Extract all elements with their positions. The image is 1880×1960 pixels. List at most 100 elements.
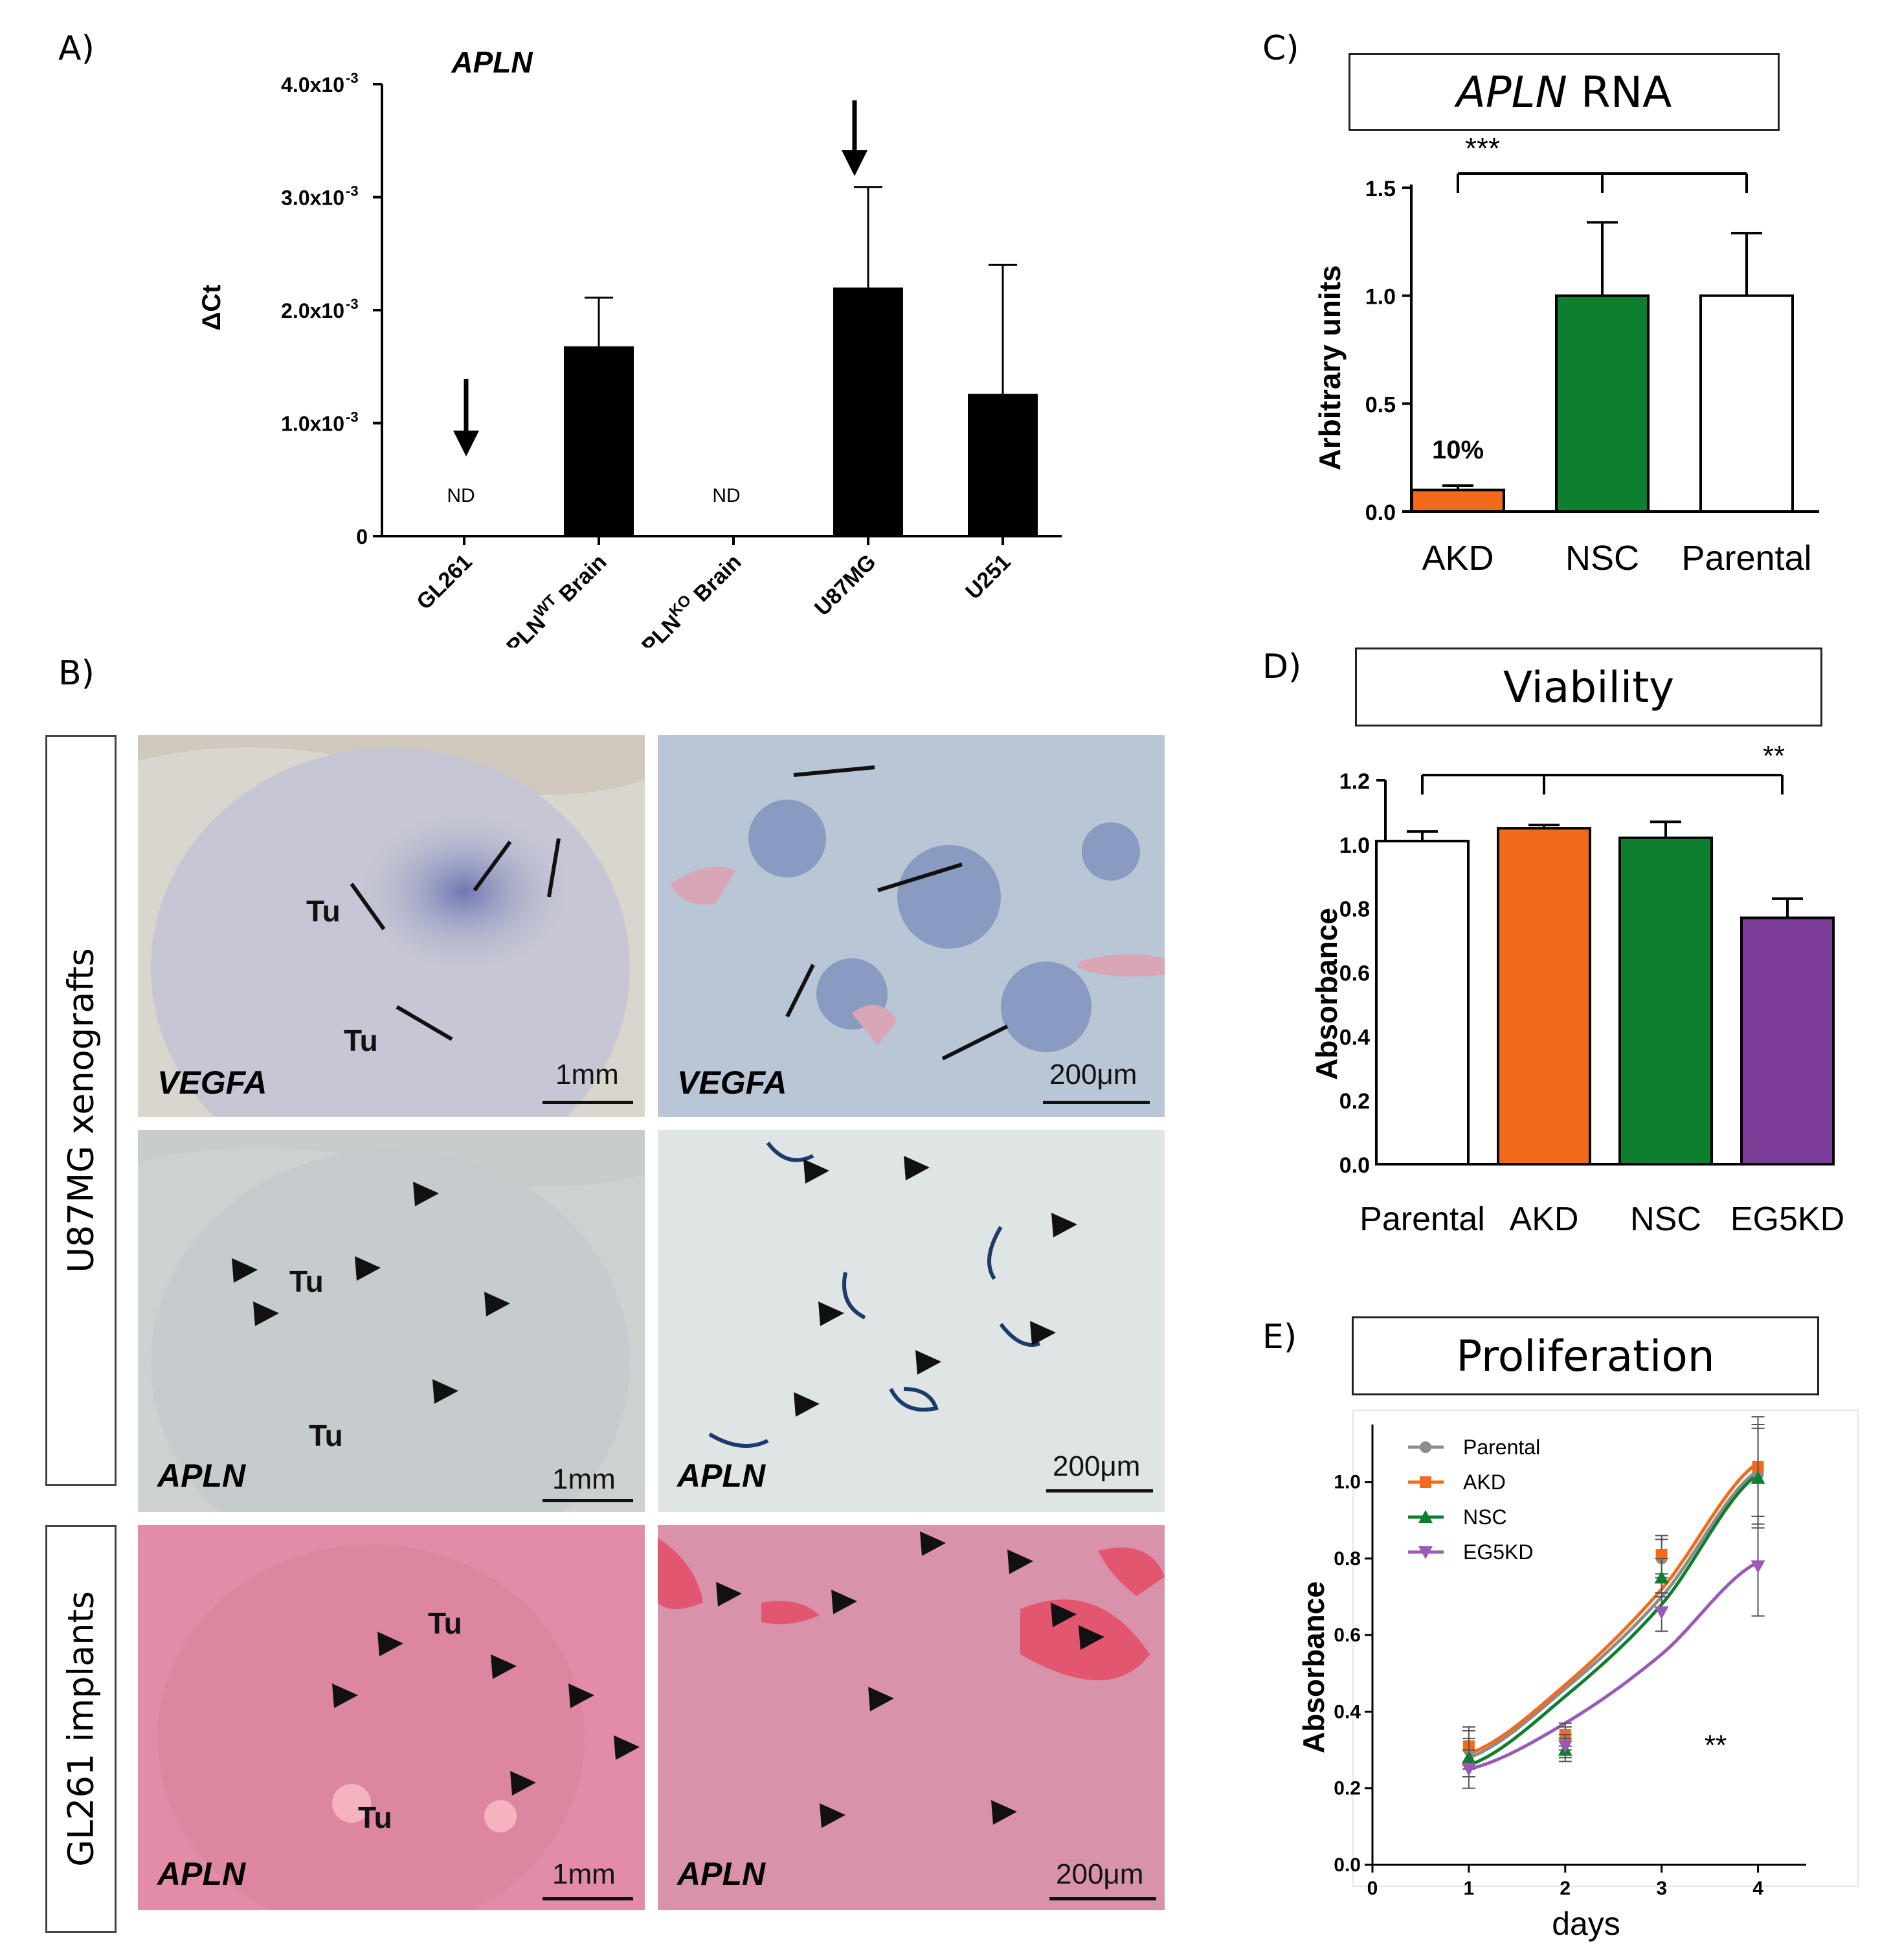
chart-e-xtick-label: 3 <box>1656 1878 1667 1899</box>
chart-d-ytick-label: 0.2 <box>1339 1089 1370 1114</box>
chart-c-title-italic: APLN <box>1456 67 1567 117</box>
chart-c-title-rest: RNA <box>1567 67 1672 117</box>
tumor-label: Tu <box>289 1265 324 1298</box>
chart-d-ytick-label: 0.4 <box>1339 1025 1370 1050</box>
chart-e-point-eg5kd <box>1751 1560 1765 1573</box>
chart-a-ytick-label: 1.0x10 <box>281 412 344 436</box>
panel-label-a: A) <box>58 29 95 68</box>
micrograph-scale-label: 1mm <box>552 1463 616 1495</box>
panel-label-b: B) <box>58 654 95 693</box>
scale-bar <box>543 1101 633 1104</box>
scale-bar <box>543 1897 633 1900</box>
chart-d-bar-akd <box>1497 827 1591 1166</box>
chart-a-ytick-label: 2.0x10 <box>281 299 344 322</box>
chart-d-title-box: Viability <box>1355 648 1822 727</box>
chart-a-ylabel: ΔCt <box>197 285 226 331</box>
chart-a-bar-u251 <box>968 394 1038 536</box>
chart-d-ylabel-rot: Absorbance <box>1310 908 1343 1080</box>
chart-e-ytick-label: 0.2 <box>1334 1778 1361 1799</box>
panel-label-e: E) <box>1262 1318 1297 1357</box>
chart-a-ytick-label: 4.0x10 <box>281 73 344 96</box>
chart-c-xtick-label: NSC <box>1565 539 1639 578</box>
chart-e-point-nsc <box>1654 1570 1669 1584</box>
micrograph-apln-high-mag-gl261: APLN 200μm <box>658 1525 1165 1910</box>
chart-e-ytick-label: 0.0 <box>1334 1854 1361 1876</box>
chart-d-ytick-label: 0.0 <box>1339 1153 1370 1178</box>
chart-e-legend-label-akd: AKD <box>1463 1470 1506 1494</box>
tumor-label: Tu <box>344 1024 378 1057</box>
micrograph-apln-high-mag-u87mg: APLN 200μm <box>658 1130 1165 1512</box>
chart-d-xtick-label: EG5KD <box>1730 1200 1844 1238</box>
micrograph-scale-label: 1mm <box>555 1059 619 1090</box>
chart-c-ytick-label: 1.0 <box>1365 285 1396 310</box>
chart-c-title-box: APLN RNA <box>1348 53 1780 131</box>
micrograph-scale-label: 200μm <box>1049 1059 1137 1090</box>
chart-e-point-eg5kd <box>1461 1763 1476 1777</box>
chart-c-ytick-label: 1.5 <box>1365 177 1396 201</box>
chart-e-xlabel: days <box>1552 1906 1620 1942</box>
chart-e-legend-label-nsc: NSC <box>1463 1505 1507 1529</box>
chart-e-point-nsc <box>1751 1470 1765 1484</box>
chart-d-xtick-label: NSC <box>1630 1200 1701 1238</box>
chart-d-ytick-label: 1.2 <box>1339 769 1370 794</box>
chart-e-plot-frame <box>1352 1410 1859 1887</box>
chart-e-significance: ** <box>1705 1729 1727 1761</box>
scale-bar <box>543 1499 633 1502</box>
chart-e-curve-akd <box>1468 1461 1760 1755</box>
tumor-label: Tu <box>309 1419 343 1452</box>
chart-e-ytick-label: 0.4 <box>1334 1701 1361 1722</box>
chart-d-viability: Absorbance 0.0 0.2 0.4 0.6 0.8 1.0 1.2 Parenta… <box>1310 740 1844 1238</box>
tumor-label: Tu <box>428 1606 462 1640</box>
chart-e-legend-marker-parental <box>1420 1441 1431 1453</box>
chart-d-ytick-label: 0.8 <box>1339 897 1370 922</box>
chart-e-proliferation: Absorbance days 0 1 2 3 40.00.20.40.60.81.0 … <box>1297 1410 1859 1942</box>
chart-e-ytick-label: 0.8 <box>1334 1548 1361 1570</box>
chart-a-ytick-exponent: -3 <box>346 70 359 86</box>
chart-c-significance-bracket <box>1457 172 1748 193</box>
panel-label-d: D) <box>1262 648 1302 686</box>
row-label-u87mg-text: U87MG xenografts <box>60 948 102 1273</box>
chart-d-significance: ** <box>1763 740 1785 772</box>
chart-c-xtick-label: Parental <box>1681 539 1811 578</box>
chart-a-ytick-exponent: -3 <box>346 409 359 425</box>
chart-e-point-akd <box>1655 1549 1668 1561</box>
chart-c-ytick-label: 0.0 <box>1365 501 1396 525</box>
chart-a-xtick-label: APLNKO Brain <box>623 547 746 648</box>
chart-e-legend-label-parental: Parental <box>1463 1436 1540 1459</box>
micrograph-apln-low-mag-u87mg: Tu Tu APLN 1mm <box>138 1130 645 1512</box>
chart-a-xtick-label: U251 <box>961 550 1015 604</box>
chart-a-xtick-label: U87MG <box>810 550 881 621</box>
chart-d-bar-parental <box>1375 839 1470 1166</box>
chart-a-ytick-label: 3.0x10 <box>281 186 344 210</box>
row-label-u87mg: U87MG xenografts <box>45 735 117 1486</box>
chart-d-bar-nsc <box>1618 836 1713 1166</box>
micrograph-scale-label: 1mm <box>552 1858 616 1890</box>
micrograph-apln-low-mag-gl261: Tu Tu APLN 1mm <box>138 1525 645 1910</box>
scale-bar <box>1043 1101 1150 1104</box>
chart-a-ytick-exponent: -3 <box>346 183 359 199</box>
chart-d-xtick-label: Parental <box>1360 1200 1485 1238</box>
chart-e-point-eg5kd <box>1654 1606 1669 1619</box>
chart-a-bar-aplnwt-brain <box>564 346 634 536</box>
chart-c-bar-parental <box>1699 294 1794 513</box>
chart-e-curve-eg5kd <box>1468 1560 1759 1771</box>
chart-e-curve-nsc <box>1468 1472 1760 1767</box>
chart-c-significance: *** <box>1465 131 1500 165</box>
micrograph-vegfa-high-mag: VEGFA 200μm <box>658 735 1165 1117</box>
chart-d-bar-eg5kd <box>1740 916 1835 1166</box>
micrograph-scale-label: 200μm <box>1053 1450 1141 1482</box>
tumor-label: Tu <box>358 1801 392 1834</box>
chart-e-legend-label-eg5kd: EG5KD <box>1463 1540 1533 1564</box>
chart-a-title: APLN <box>451 45 533 79</box>
row-label-gl261-text: GL261 implants <box>60 1591 102 1867</box>
chart-e-legend-marker-eg5kd <box>1418 1546 1433 1559</box>
chart-c-bar-annotation: 10% <box>1432 436 1484 464</box>
chart-c-bar-akd <box>1411 488 1505 513</box>
chart-d-ytick-label: 0.6 <box>1339 962 1370 986</box>
chart-e-ytick-label: 1.0 <box>1334 1472 1361 1493</box>
chart-a-xtick-label: GL261 <box>412 550 476 614</box>
chart-e-point-eg5kd <box>1558 1740 1572 1753</box>
chart-c-xtick-label: AKD <box>1422 539 1494 578</box>
chart-d-xtick-label: AKD <box>1510 1200 1579 1238</box>
chart-c-bar-nsc <box>1555 294 1650 513</box>
